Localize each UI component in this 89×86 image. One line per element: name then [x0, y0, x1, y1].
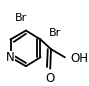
Text: O: O [46, 72, 55, 85]
Text: Br: Br [49, 28, 61, 38]
Text: Br: Br [15, 13, 27, 23]
Text: N: N [6, 51, 15, 64]
Text: OH: OH [70, 52, 88, 65]
